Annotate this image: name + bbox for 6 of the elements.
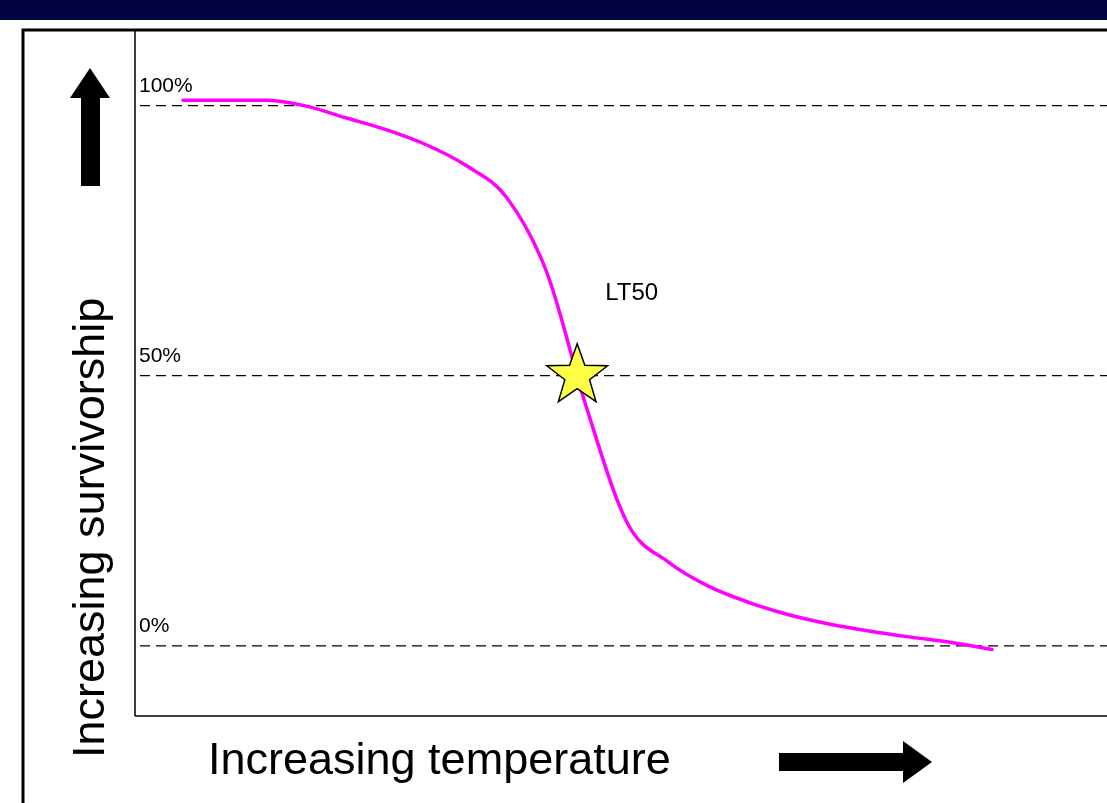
y-axis-title: Increasing survivorship: [63, 297, 114, 758]
y-tick-label: 100%: [139, 72, 193, 96]
annotation: LT50: [605, 277, 659, 305]
y-tick-label: 50%: [139, 342, 182, 366]
y-tick-label: 0%: [139, 612, 170, 636]
x-axis-title: Increasing temperature: [208, 733, 671, 784]
